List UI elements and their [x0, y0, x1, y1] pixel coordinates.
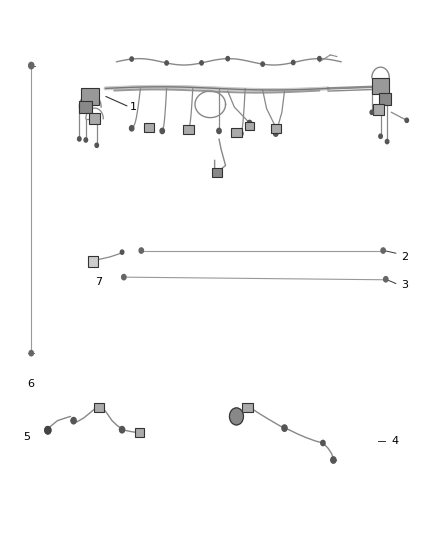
Text: 2: 2	[402, 252, 409, 262]
Circle shape	[71, 417, 76, 424]
Circle shape	[160, 128, 164, 134]
FancyBboxPatch shape	[135, 428, 145, 437]
Circle shape	[261, 62, 265, 66]
Circle shape	[120, 426, 125, 433]
FancyBboxPatch shape	[79, 101, 92, 114]
FancyBboxPatch shape	[88, 256, 99, 266]
Circle shape	[139, 248, 144, 253]
Text: 7: 7	[95, 277, 102, 287]
Circle shape	[274, 125, 278, 130]
FancyBboxPatch shape	[372, 78, 389, 94]
Circle shape	[165, 61, 168, 65]
Circle shape	[381, 248, 385, 253]
Circle shape	[247, 120, 252, 126]
FancyBboxPatch shape	[144, 123, 154, 132]
Circle shape	[379, 134, 382, 139]
FancyBboxPatch shape	[212, 168, 222, 177]
Text: 6: 6	[27, 379, 34, 389]
Circle shape	[130, 57, 134, 61]
Circle shape	[45, 426, 51, 434]
FancyBboxPatch shape	[183, 125, 194, 134]
Circle shape	[84, 138, 88, 142]
FancyBboxPatch shape	[271, 124, 281, 133]
Circle shape	[405, 118, 409, 123]
Circle shape	[321, 440, 325, 446]
FancyBboxPatch shape	[242, 402, 253, 412]
Circle shape	[186, 126, 191, 131]
Text: 1: 1	[130, 102, 137, 112]
FancyBboxPatch shape	[94, 402, 104, 412]
Circle shape	[29, 351, 33, 356]
FancyBboxPatch shape	[88, 114, 100, 124]
Circle shape	[282, 425, 287, 431]
FancyBboxPatch shape	[379, 93, 391, 105]
Circle shape	[331, 457, 336, 463]
Circle shape	[120, 250, 124, 254]
Circle shape	[122, 274, 126, 280]
Circle shape	[385, 140, 389, 144]
FancyBboxPatch shape	[245, 122, 254, 131]
Circle shape	[200, 61, 203, 65]
Text: 4: 4	[392, 436, 399, 446]
Text: 5: 5	[23, 432, 30, 442]
Text: 3: 3	[402, 280, 409, 290]
FancyBboxPatch shape	[81, 88, 99, 105]
Circle shape	[130, 126, 134, 131]
Circle shape	[78, 137, 81, 141]
Circle shape	[274, 131, 278, 136]
Circle shape	[217, 128, 221, 134]
FancyBboxPatch shape	[373, 104, 384, 115]
Circle shape	[318, 56, 321, 61]
Circle shape	[230, 408, 244, 425]
Circle shape	[291, 60, 295, 64]
Circle shape	[384, 277, 388, 282]
Circle shape	[239, 131, 243, 136]
Circle shape	[370, 110, 374, 115]
Circle shape	[28, 62, 34, 69]
Circle shape	[95, 143, 99, 148]
FancyBboxPatch shape	[231, 128, 242, 137]
Circle shape	[226, 56, 230, 61]
